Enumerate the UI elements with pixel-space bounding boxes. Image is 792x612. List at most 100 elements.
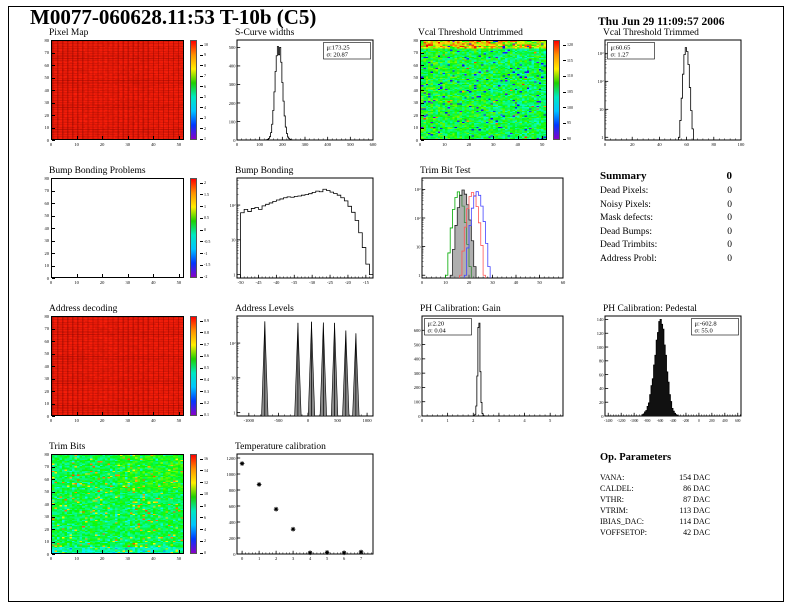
svg-text:80: 80 xyxy=(712,142,717,147)
svg-text:400: 400 xyxy=(414,357,422,362)
axis-tick-label: 80 xyxy=(413,37,419,43)
axis-tick-label: 0 xyxy=(46,137,49,143)
axis-tick xyxy=(127,550,129,553)
axis-tick xyxy=(52,366,55,367)
svg-text:500: 500 xyxy=(229,45,237,50)
svg-text:600: 600 xyxy=(370,142,378,147)
svg-text:0: 0 xyxy=(236,142,239,147)
svg-text:20: 20 xyxy=(467,280,472,285)
scurve_widths-title: S-Curve widths xyxy=(235,28,295,38)
text-row: Dead Trimbits: 0 xyxy=(600,239,732,253)
axis-tick-label: 50 xyxy=(44,213,50,218)
svg-text:400: 400 xyxy=(722,419,728,423)
svg-text:100: 100 xyxy=(738,142,746,147)
svg-text:3: 3 xyxy=(498,418,501,423)
axis-tick xyxy=(52,341,55,342)
svg-text:10: 10 xyxy=(416,244,421,249)
axis-tick-label: 80 xyxy=(44,313,50,319)
colorbar-tick-label: 5 xyxy=(200,94,206,99)
axis-tick-label: 50 xyxy=(176,280,182,285)
axis-tick xyxy=(421,127,424,129)
axis-tick xyxy=(421,102,424,104)
axis-tick xyxy=(102,136,104,139)
axis-tick-label: 20 xyxy=(466,142,472,147)
row-label: VOFFSETOP: xyxy=(600,528,647,537)
op-parameters-panel: Op. Parameters VANA: 154 DAC CALDEL: 86 DAC… xyxy=(600,452,780,562)
text-row: Address Probl: 0 xyxy=(600,253,732,267)
axis-tick-label: 20 xyxy=(44,250,50,256)
timestamp: Thu Jun 29 11:09:57 2006 xyxy=(598,16,725,28)
svg-text:40: 40 xyxy=(514,280,519,285)
axis-tick xyxy=(52,265,55,267)
temperature-plot: 0 1 2 3 4 5 6 7 0 200 400 600 800 1000 1200 xyxy=(227,453,374,561)
axis-tick-label: 40 xyxy=(44,225,50,231)
svg-text:80: 80 xyxy=(599,359,604,364)
pixel_map-plot xyxy=(51,40,184,140)
axis-tick-label: 40 xyxy=(44,501,50,507)
svg-text:300: 300 xyxy=(229,82,237,87)
row-label: Noisy Pixels: xyxy=(600,199,651,210)
axis-tick-label: 50 xyxy=(44,351,50,356)
bump_problems-colorbar: 2 1.5 1 0.5 0 -0.5 -1 -1.5 -2 xyxy=(190,178,210,279)
colorbar-tick-label: 0.5 xyxy=(200,215,209,220)
scatter-marker xyxy=(273,506,279,512)
trimbit-blue-curve xyxy=(463,191,491,278)
row-label: VTRIM: xyxy=(600,506,628,515)
row-label: Dead Trimbits: xyxy=(600,240,658,250)
address_levels-title: Address Levels xyxy=(235,304,294,314)
svg-text:0: 0 xyxy=(421,418,424,423)
op-parameters-title: Op. Parameters xyxy=(600,452,672,463)
svg-text:-600: -600 xyxy=(657,419,664,423)
colorbar-tick-label: 100 xyxy=(563,105,573,110)
axis-tick xyxy=(52,529,55,530)
axis-tick-label: 10 xyxy=(442,142,447,147)
svg-text:4: 4 xyxy=(309,556,312,561)
axis-tick-label: 40 xyxy=(44,363,50,369)
colorbar-tick-label: 12 xyxy=(200,480,208,485)
axis-tick xyxy=(52,203,55,204)
svg-text:-200: -200 xyxy=(683,419,690,423)
svg-text:20: 20 xyxy=(630,142,635,147)
text-row: VTRIM: 113 DAC xyxy=(600,505,710,516)
scatter-marker xyxy=(341,550,347,556)
axis-tick-label: 0 xyxy=(49,142,53,147)
axis-tick-label: 40 xyxy=(151,556,156,561)
svg-text:300: 300 xyxy=(414,371,422,376)
svg-text:1200: 1200 xyxy=(227,456,237,461)
canvas-border xyxy=(8,6,784,602)
colorbar-tick-label: 2 xyxy=(200,126,206,131)
trim-bits-panel: Trim Bits 0 10 20 30 40 50 0 10 20 30 40 50 60 70 80 16 1… xyxy=(45,442,209,561)
axis-tick-label: 30 xyxy=(491,142,496,147)
trim_bit_test-title: Trim Bit Test xyxy=(420,166,471,176)
axis-tick-label: 20 xyxy=(44,526,50,532)
colorbar-tick-label: 120 xyxy=(563,42,573,47)
axis-tick xyxy=(52,516,55,518)
axis-tick-label: 30 xyxy=(44,376,50,381)
svg-text:-25: -25 xyxy=(327,280,334,285)
axis-tick xyxy=(102,274,104,277)
svg-text:600: 600 xyxy=(229,504,237,509)
axis-tick xyxy=(52,316,55,317)
vcal_untrimmed-plot xyxy=(420,40,547,140)
axis-tick-label: 50 xyxy=(176,418,182,423)
svg-text:1: 1 xyxy=(233,410,235,415)
axis-tick xyxy=(52,541,55,543)
colorbar-tick-label: 90 xyxy=(563,136,571,141)
svg-text:300: 300 xyxy=(302,142,310,147)
axis-tick-label: 10 xyxy=(74,556,79,561)
row-value: 42 DAC xyxy=(683,528,710,537)
svg-text:7: 7 xyxy=(360,556,363,561)
axis-tick-label: 30 xyxy=(44,100,50,105)
address_levels-plot: -1000 -500 0 500 1000 1 10 10² xyxy=(230,315,374,423)
svg-text:10³: 10³ xyxy=(415,187,422,192)
axis-tick-label: 0 xyxy=(46,413,49,419)
text-row: Mask defects: 0 xyxy=(600,212,732,226)
row-label: Dead Bumps: xyxy=(600,226,652,237)
axis-tick xyxy=(127,136,129,139)
axis-tick xyxy=(52,240,55,242)
axis-tick-label: 80 xyxy=(44,175,50,181)
pixel-map-panel: Pixel Map 0 10 20 30 40 50 0 10 20 30 40 50 60 70 80 10 9… xyxy=(45,28,209,147)
colorbar-tick-label: 0.5 xyxy=(200,365,209,370)
axis-tick xyxy=(178,412,180,415)
colorbar-tick-label: 0.8 xyxy=(200,330,209,335)
